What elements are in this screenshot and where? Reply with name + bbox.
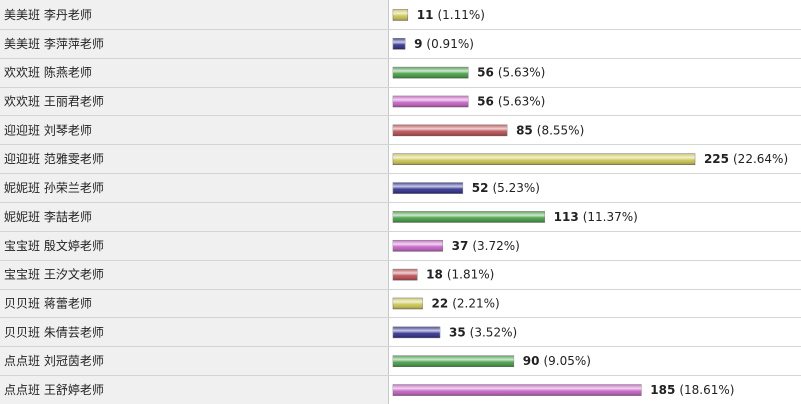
value-label: 113	[554, 210, 579, 224]
value-label: 37	[452, 239, 469, 253]
share-label: (2.21%)	[452, 297, 499, 311]
share-label: (8.55%)	[537, 123, 584, 137]
value-label: 56	[477, 95, 494, 109]
share-label: (11.37%)	[583, 210, 638, 224]
value-label: 11	[417, 8, 434, 22]
value-label: 35	[449, 325, 466, 339]
value-label: 185	[650, 383, 675, 397]
bar-shine	[393, 67, 469, 79]
share-label: (5.63%)	[498, 66, 545, 80]
value-label: 9	[414, 37, 422, 51]
row-label: 欢欢班 陈燕老师	[4, 65, 92, 80]
bar-shine	[393, 182, 463, 194]
share-label: (3.52%)	[470, 325, 517, 339]
value-label: 85	[516, 123, 533, 137]
row-label: 美美班 李萍萍老师	[4, 36, 104, 51]
value-label: 90	[523, 354, 540, 368]
row-label: 宝宝班 殷文婷老师	[4, 238, 104, 253]
row-label: 美美班 李丹老师	[4, 7, 92, 22]
value-label: 225	[704, 152, 729, 166]
bar-shine	[393, 38, 406, 50]
row-label: 迎迎班 范雅雯老师	[4, 151, 104, 166]
row-label: 宝宝班 王汐文老师	[4, 267, 104, 282]
share-label: (22.64%)	[733, 152, 788, 166]
bar-shine	[393, 153, 695, 165]
share-label: (0.91%)	[426, 37, 473, 51]
row-label: 妮妮班 李喆老师	[4, 209, 92, 224]
value-label: 56	[477, 66, 494, 80]
row-label: 点点班 刘冠茵老师	[4, 354, 104, 368]
bar-shine	[393, 9, 408, 21]
value-label: 22	[432, 297, 449, 311]
share-label: (5.63%)	[498, 95, 545, 109]
row-label: 欢欢班 王丽君老师	[4, 94, 104, 109]
row-label: 点点班 王舒婷老师	[4, 382, 104, 397]
share-label: (1.81%)	[447, 268, 494, 282]
bar-shine	[393, 124, 508, 136]
share-label: (18.61%)	[679, 383, 734, 397]
bar-shine	[393, 211, 545, 223]
row-label: 迎迎班 刘琴老师	[4, 123, 92, 137]
bar-shine	[393, 269, 418, 281]
value-label: 52	[472, 181, 489, 195]
value-label: 18	[426, 268, 443, 282]
share-label: (3.72%)	[472, 239, 519, 253]
share-label: (1.11%)	[437, 8, 484, 22]
share-label: (9.05%)	[543, 354, 590, 368]
bar-shine	[393, 326, 440, 338]
bar-shine	[393, 298, 423, 309]
bar-shine	[393, 96, 469, 107]
row-label: 妮妮班 孙荣兰老师	[4, 181, 104, 195]
bar-shine	[393, 355, 514, 367]
bar-shine	[393, 384, 642, 396]
bar-shine	[393, 240, 443, 252]
row-label: 贝贝班 朱倩芸老师	[4, 325, 104, 339]
row-label: 贝贝班 蒋蕾老师	[4, 297, 92, 311]
share-label: (5.23%)	[492, 181, 539, 195]
